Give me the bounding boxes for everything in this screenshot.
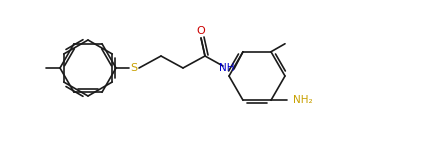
Text: NH₂: NH₂: [293, 95, 313, 105]
Text: NH: NH: [219, 63, 235, 73]
Text: S: S: [130, 63, 138, 73]
Text: O: O: [197, 26, 205, 36]
